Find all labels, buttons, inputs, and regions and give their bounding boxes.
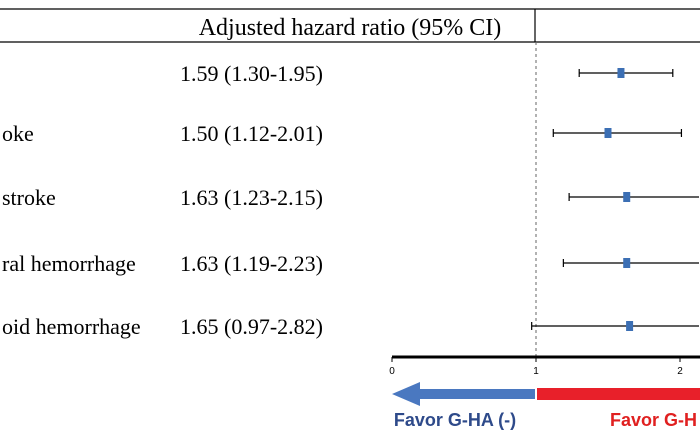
favor-right-label: Favor G-H [610, 410, 697, 430]
row-hr-text: 1.63 (1.19-2.23) [180, 251, 323, 276]
favor-right-bar [537, 388, 700, 400]
row-hr-text: 1.63 (1.23-2.15) [180, 185, 323, 210]
favor-left-arrow [392, 382, 535, 406]
x-tick-label: 1 [533, 366, 539, 377]
point-estimate [623, 192, 631, 202]
point-estimate [626, 321, 634, 331]
table-header: Adjusted hazard ratio (95% CI) [199, 15, 502, 41]
point-estimate [623, 258, 631, 268]
row-label: oid hemorrhage [2, 314, 141, 339]
row-hr-text: 1.59 (1.30-1.95) [180, 61, 323, 86]
point-estimate [604, 128, 612, 138]
row-hr-text: 1.65 (0.97-2.82) [180, 314, 323, 339]
row-label: ral hemorrhage [2, 251, 136, 276]
favor-left-label: Favor G-HA (-) [394, 410, 516, 430]
point-estimate [617, 68, 625, 78]
x-tick-label: 0 [389, 366, 395, 377]
x-tick-label: 2 [677, 366, 683, 377]
row-label: stroke [2, 185, 56, 210]
row-label: oke [2, 121, 34, 146]
row-hr-text: 1.50 (1.12-2.01) [180, 121, 323, 146]
